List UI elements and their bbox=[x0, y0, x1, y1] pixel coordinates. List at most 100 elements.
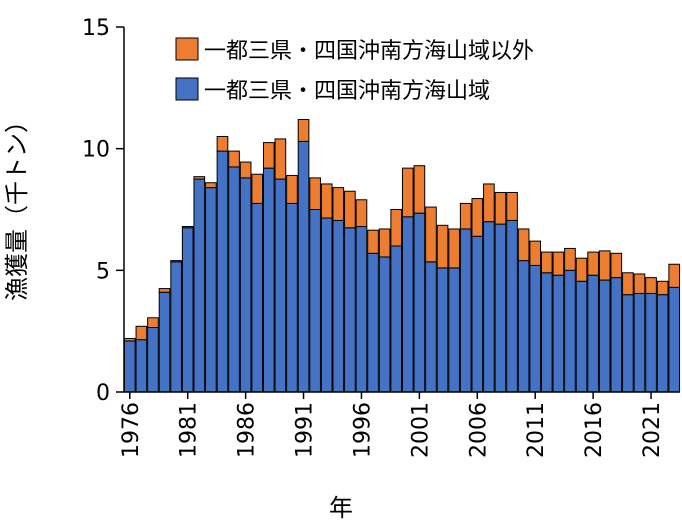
bar-other-areas-1986 bbox=[239, 161, 252, 179]
bar-other-areas-2008 bbox=[494, 191, 507, 225]
legend-swatch-other-areas bbox=[175, 37, 199, 61]
bar-main-areas-2000 bbox=[401, 216, 414, 393]
x-tick-label-2021: 2021 bbox=[640, 402, 665, 458]
legend: 一都三県・四国沖南方海山域以外 一都三県・四国沖南方海山域 bbox=[175, 37, 534, 104]
bar-main-areas-1984 bbox=[216, 150, 229, 393]
legend-label-other-areas: 一都三県・四国沖南方海山域以外 bbox=[204, 39, 534, 64]
bar-other-areas-1980 bbox=[170, 260, 182, 263]
bar-main-areas-2016 bbox=[587, 274, 599, 393]
bar-main-areas-2014 bbox=[564, 269, 576, 393]
x-tick-label-1976: 1976 bbox=[119, 402, 144, 458]
bar-main-areas-2003 bbox=[436, 267, 449, 393]
x-tick-label-2016: 2016 bbox=[582, 402, 607, 458]
bar-main-areas-2022 bbox=[656, 294, 669, 393]
bar-main-areas-1976 bbox=[123, 340, 136, 393]
bar-main-areas-1996 bbox=[355, 226, 368, 393]
bar-main-areas-1990 bbox=[286, 202, 298, 393]
bar-main-areas-1997 bbox=[367, 252, 379, 393]
x-tick-label-2006: 2006 bbox=[466, 402, 491, 458]
bar-main-areas-2006 bbox=[471, 235, 484, 393]
bar-other-areas-2016 bbox=[587, 251, 599, 276]
x-tick-label-2011: 2011 bbox=[524, 402, 549, 458]
bar-other-areas-1987 bbox=[251, 173, 264, 204]
bar-main-areas-1986 bbox=[239, 177, 252, 393]
bar-other-areas-2003 bbox=[436, 224, 449, 269]
bar-main-areas-1995 bbox=[344, 227, 356, 393]
bar-main-areas-2023 bbox=[668, 286, 681, 393]
bar-other-areas-1983 bbox=[205, 182, 217, 189]
bar-other-areas-2022 bbox=[656, 280, 669, 296]
bar-other-areas-2013 bbox=[552, 251, 565, 276]
bar-other-areas-2018 bbox=[610, 252, 623, 279]
bar-main-areas-1985 bbox=[228, 166, 240, 393]
bar-main-areas-2005 bbox=[459, 228, 472, 393]
bars-layer bbox=[123, 118, 681, 393]
x-tick-label-1981: 1981 bbox=[177, 402, 202, 458]
x-tick-label-1996: 1996 bbox=[350, 402, 375, 458]
tick-labels-layer: 0 5 10 15 1976 1981 1986 1991 1996 2001 2006 2011 20… bbox=[82, 16, 665, 458]
bar-other-areas-1978 bbox=[147, 317, 159, 329]
bar-other-areas-1991 bbox=[297, 118, 310, 142]
bar-other-areas-1996 bbox=[355, 199, 368, 228]
bar-main-areas-1989 bbox=[274, 178, 287, 393]
bar-other-areas-2014 bbox=[564, 247, 576, 271]
bar-other-areas-1976 bbox=[123, 337, 136, 342]
bar-main-areas-2011 bbox=[529, 264, 542, 393]
bar-other-areas-1979 bbox=[158, 288, 171, 293]
bar-other-areas-2017 bbox=[598, 250, 611, 281]
bar-main-areas-1983 bbox=[205, 187, 217, 393]
bar-other-areas-1985 bbox=[228, 150, 240, 168]
bar-other-areas-2005 bbox=[459, 202, 472, 230]
bar-main-areas-1992 bbox=[309, 209, 321, 393]
bar-other-areas-1993 bbox=[320, 183, 333, 219]
bar-main-areas-2015 bbox=[575, 280, 588, 393]
bar-main-areas-1987 bbox=[251, 202, 264, 393]
y-tick-label-0: 0 bbox=[96, 381, 110, 406]
bar-other-areas-1997 bbox=[367, 229, 379, 254]
bar-main-areas-1998 bbox=[378, 256, 391, 393]
x-tick-label-1991: 1991 bbox=[293, 402, 318, 458]
bar-other-areas-1977 bbox=[135, 325, 148, 341]
bar-main-areas-2013 bbox=[552, 274, 565, 393]
bar-other-areas-2006 bbox=[471, 198, 484, 237]
bar-other-areas-1981 bbox=[181, 226, 194, 229]
bar-main-areas-2004 bbox=[448, 267, 460, 393]
bar-main-areas-1977 bbox=[135, 339, 148, 393]
bar-other-areas-2009 bbox=[506, 191, 518, 221]
bar-other-areas-2021 bbox=[645, 277, 657, 294]
legend-label-main-areas: 一都三県・四国沖南方海山域 bbox=[204, 79, 490, 104]
bar-main-areas-2009 bbox=[506, 219, 518, 393]
bar-main-areas-2019 bbox=[622, 294, 634, 393]
bar-main-areas-1994 bbox=[332, 219, 345, 393]
bar-main-areas-1991 bbox=[297, 140, 310, 393]
bar-main-areas-2020 bbox=[633, 292, 646, 393]
bar-main-areas-2017 bbox=[598, 279, 611, 393]
bar-other-areas-2007 bbox=[483, 183, 495, 223]
bar-main-areas-1979 bbox=[158, 291, 171, 393]
y-tick-label-5: 5 bbox=[96, 259, 110, 284]
bar-other-areas-2000 bbox=[401, 167, 414, 218]
bar-other-areas-1984 bbox=[216, 136, 229, 152]
axes-layer bbox=[116, 26, 680, 399]
bar-other-areas-1995 bbox=[344, 190, 356, 229]
bar-other-areas-1990 bbox=[286, 174, 298, 204]
bar-main-areas-2012 bbox=[540, 272, 553, 393]
bar-main-areas-1988 bbox=[262, 167, 275, 393]
bar-other-areas-2002 bbox=[425, 206, 437, 263]
bar-main-areas-2002 bbox=[425, 261, 437, 393]
bar-other-areas-1992 bbox=[309, 177, 321, 210]
bar-other-areas-2011 bbox=[529, 240, 542, 266]
bar-other-areas-2023 bbox=[668, 263, 681, 288]
bar-main-areas-1999 bbox=[390, 245, 403, 393]
bar-other-areas-2012 bbox=[540, 251, 553, 274]
bar-other-areas-1982 bbox=[193, 176, 206, 180]
bar-other-areas-2019 bbox=[622, 272, 634, 296]
bar-other-areas-2010 bbox=[517, 228, 530, 262]
bar-main-areas-1980 bbox=[170, 261, 182, 393]
bar-other-areas-1988 bbox=[262, 142, 275, 169]
bar-other-areas-1998 bbox=[378, 228, 391, 258]
legend-swatch-main-areas bbox=[175, 77, 199, 101]
bar-other-areas-2015 bbox=[575, 257, 588, 282]
bar-other-areas-1999 bbox=[390, 209, 403, 247]
